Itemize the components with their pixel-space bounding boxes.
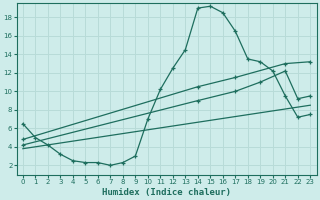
X-axis label: Humidex (Indice chaleur): Humidex (Indice chaleur) [102,188,231,197]
